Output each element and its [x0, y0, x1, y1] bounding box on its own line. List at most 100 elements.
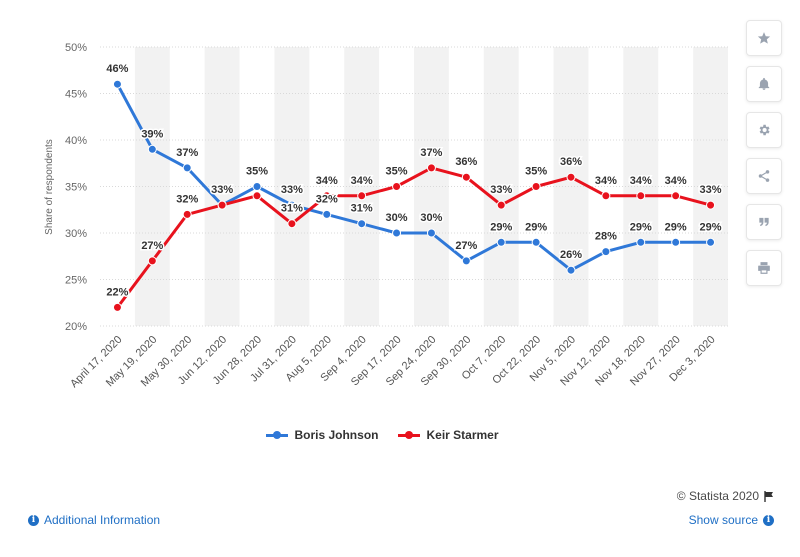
data-point: [147, 256, 157, 266]
y-tick-label: 20%: [65, 321, 87, 333]
data-point: [287, 200, 297, 210]
column-band: [134, 47, 170, 326]
y-axis-title: Share of respondents: [44, 139, 55, 235]
data-label: 32%: [176, 193, 198, 205]
print-icon: [758, 262, 770, 274]
data-label: 34%: [351, 175, 373, 187]
data-point: [357, 191, 367, 201]
data-label: 29%: [525, 221, 547, 233]
statista-credit: © Statista 2020: [677, 489, 774, 503]
data-point: [112, 302, 122, 312]
data-label: 33%: [700, 184, 722, 196]
data-label: 22%: [106, 286, 128, 298]
settings-button[interactable]: [746, 112, 782, 148]
data-label: 33%: [211, 184, 233, 196]
data-point: [392, 182, 402, 191]
data-point: [706, 200, 716, 210]
credit-text: © Statista 2020: [676, 489, 759, 503]
flag-icon: [764, 490, 773, 502]
series-group: 46% 39% 37% 33% 35% 33% 32% 31% 30% 30% 27% 29% 29% 2…: [105, 62, 723, 312]
data-point: [531, 182, 541, 191]
data-point: [671, 191, 681, 201]
gear-icon: [759, 124, 770, 136]
data-point: [531, 237, 541, 247]
data-label: 34%: [665, 175, 687, 187]
column-band: [483, 47, 519, 326]
data-point: [601, 191, 611, 201]
data-label: 35%: [246, 166, 268, 178]
info-icon: i: [28, 514, 39, 526]
data-label: 27%: [455, 240, 477, 252]
column-band: [693, 47, 728, 326]
data-label: 33%: [281, 184, 303, 196]
data-point: [217, 200, 227, 210]
legend-swatch-blue: [266, 430, 289, 440]
data-label: 33%: [490, 184, 512, 196]
data-point: [496, 200, 506, 210]
data-label: 28%: [595, 231, 617, 243]
data-point: [706, 237, 716, 247]
data-point: [426, 228, 436, 238]
series-line-boris-johnson: [116, 83, 711, 272]
data-label: 29%: [700, 221, 722, 233]
data-label: 29%: [665, 221, 687, 233]
show-source-link[interactable]: Show source i: [689, 513, 774, 527]
data-point: [426, 163, 436, 173]
y-tick-label: 35%: [65, 182, 87, 194]
data-point: [182, 209, 192, 219]
data-point: [461, 256, 471, 266]
data-point: [252, 182, 262, 191]
data-point: [182, 163, 192, 173]
data-label: 26%: [560, 249, 582, 261]
data-label: 30%: [420, 212, 442, 224]
data-point: [287, 219, 297, 229]
data-point: [636, 191, 646, 201]
info-icon: i: [763, 514, 774, 526]
share-button[interactable]: [746, 158, 782, 194]
data-label: 37%: [176, 147, 198, 159]
print-button[interactable]: [746, 250, 782, 286]
data-label: 30%: [386, 212, 408, 224]
cite-button[interactable]: [746, 204, 782, 240]
line-chart: 20% 25% 30% 35% 40% 45% 50% Share of responden…: [44, 42, 728, 390]
y-tick-label: 40%: [65, 135, 87, 147]
data-point: [461, 172, 471, 182]
data-point: [252, 191, 262, 201]
quote-icon: [759, 217, 769, 227]
legend: Boris Johnson Keir Starmer: [0, 428, 765, 442]
data-point: [392, 228, 402, 238]
legend-item-boris-johnson[interactable]: Boris Johnson: [266, 428, 378, 442]
additional-information-label: Additional Information: [44, 513, 161, 527]
data-point: [636, 237, 646, 247]
favorite-button[interactable]: [746, 20, 782, 56]
data-label: 46%: [106, 63, 128, 75]
y-tick-label: 50%: [65, 42, 87, 54]
data-label: 27%: [141, 240, 163, 252]
data-point: [566, 265, 576, 275]
data-label: 34%: [630, 175, 652, 187]
y-tick-label: 30%: [65, 228, 87, 240]
side-toolbar: [746, 20, 782, 286]
legend-item-keir-starmer[interactable]: Keir Starmer: [398, 428, 499, 442]
data-label: 31%: [351, 203, 373, 215]
column-band: [414, 47, 449, 326]
data-point: [601, 247, 611, 257]
data-label: 31%: [281, 203, 303, 215]
y-axis: 20% 25% 30% 35% 40% 45% 50%: [65, 42, 87, 333]
data-label: 35%: [386, 166, 408, 178]
legend-label: Boris Johnson: [294, 428, 379, 442]
star-icon: [757, 32, 771, 44]
additional-information-link[interactable]: i Additional Information: [28, 513, 160, 527]
data-label: 39%: [141, 128, 163, 140]
data-label: 32%: [316, 193, 338, 205]
share-icon: [758, 170, 770, 182]
data-point: [566, 172, 576, 182]
data-label: 35%: [525, 166, 547, 178]
data-point: [496, 237, 506, 247]
y-tick-label: 25%: [65, 275, 87, 287]
column-band: [204, 47, 240, 326]
data-label: 29%: [630, 221, 652, 233]
data-point: [322, 209, 332, 219]
data-point: [322, 191, 332, 201]
notification-button[interactable]: [746, 66, 782, 102]
